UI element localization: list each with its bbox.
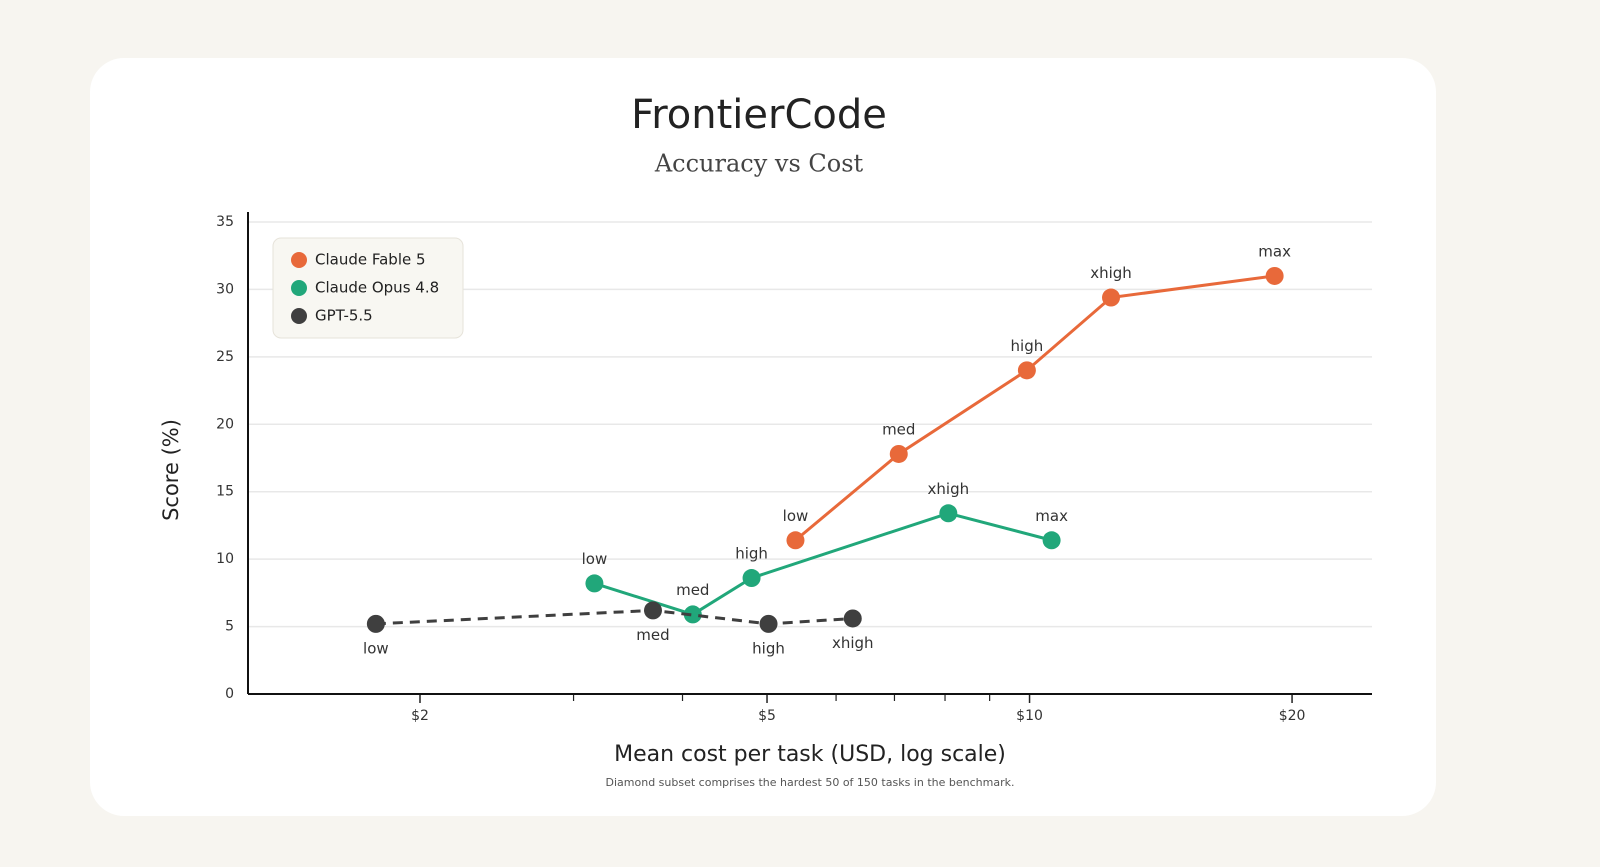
legend-box	[272, 237, 464, 339]
legend-swatch	[291, 280, 307, 296]
legend-label: Claude Opus 4.8	[315, 279, 439, 297]
x-tick-label: $2	[411, 708, 429, 724]
point-label: high	[752, 639, 785, 657]
point-label: xhigh	[1090, 264, 1132, 282]
data-point	[889, 444, 908, 463]
y-axis-label: Score (%)	[159, 419, 183, 521]
point-label: xhigh	[928, 480, 970, 498]
point-label: max	[1258, 242, 1291, 260]
data-point	[843, 609, 862, 628]
legend-swatch	[291, 308, 307, 324]
x-tick-label: $20	[1279, 708, 1306, 724]
y-tick-label: 25	[216, 349, 234, 365]
y-tick-label: 5	[225, 619, 234, 635]
legend-swatch	[291, 252, 307, 268]
point-label: high	[735, 545, 768, 563]
chart-subtitle: Accuracy vs Cost	[654, 150, 864, 178]
y-tick-label: 30	[216, 281, 234, 297]
legend-label: Claude Fable 5	[315, 251, 426, 269]
chart-title: FrontierCode	[631, 92, 887, 138]
x-axis-label: Mean cost per task (USD, log scale)	[614, 742, 1006, 767]
y-tick-label: 20	[216, 416, 234, 432]
data-point	[742, 569, 761, 588]
data-point	[1017, 361, 1036, 380]
point-label: low	[363, 639, 389, 657]
y-tick-label: 35	[216, 214, 234, 230]
series-line	[375, 608, 853, 626]
data-point	[1102, 288, 1121, 307]
footnote: Diamond subset comprises the hardest 50 …	[606, 776, 1015, 789]
y-tick-label: 15	[216, 484, 234, 500]
data-point	[585, 574, 604, 593]
data-point	[683, 605, 702, 624]
data-point	[939, 504, 958, 523]
point-label: med	[882, 420, 915, 438]
legend-label: GPT-5.5	[315, 307, 373, 325]
point-label: low	[582, 550, 608, 568]
x-tick-label: $10	[1016, 708, 1043, 724]
data-point	[366, 614, 385, 633]
point-label: med	[636, 626, 669, 644]
point-label: high	[1011, 337, 1044, 355]
x-tick-label: $5	[758, 708, 776, 724]
data-point	[1042, 531, 1061, 550]
data-point	[786, 531, 805, 550]
point-label: xhigh	[832, 634, 874, 652]
data-point	[1265, 266, 1284, 285]
y-tick-label: 0	[225, 686, 234, 702]
point-label: med	[676, 581, 709, 599]
point-label: max	[1035, 507, 1068, 525]
data-point	[759, 614, 778, 633]
y-tick-label: 10	[216, 551, 234, 567]
point-label: low	[783, 507, 809, 525]
data-point	[643, 601, 662, 620]
